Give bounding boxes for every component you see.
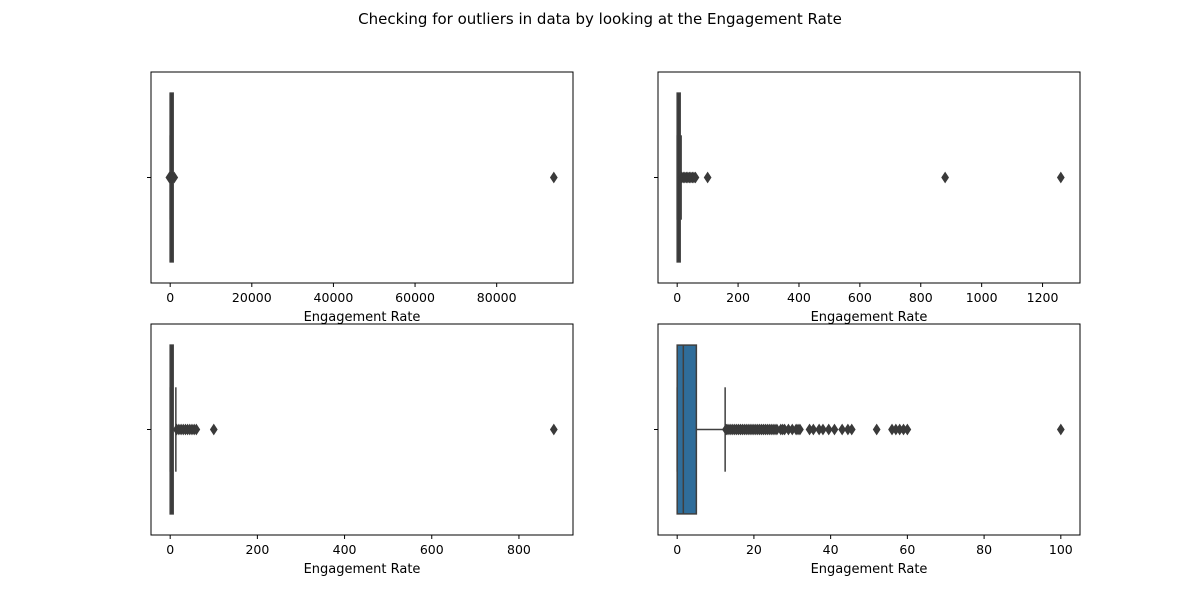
outlier-point (703, 171, 712, 184)
x-tick-label: 20 (746, 542, 762, 557)
boxplot-panel-top-left: 0 20000 40000 60000 80000 Engagement Rate (147, 71, 574, 325)
outlier-point (170, 171, 179, 184)
figure-title: Checking for outliers in data by looking… (358, 10, 842, 28)
x-tick-label: 60 (899, 542, 915, 557)
x-tick-label: 200 (245, 542, 269, 557)
x-tick-label: 600 (420, 542, 444, 557)
x-tick-label: 1000 (966, 290, 998, 305)
x-axis-label: Engagement Rate (811, 562, 928, 577)
outlier-point (796, 423, 804, 436)
outlier-point (847, 423, 856, 436)
outlier-point (809, 423, 818, 436)
boxplot-panel-bottom-right: 0 20 40 60 80 100 Engagement Rate (654, 323, 1081, 577)
outlier-point (691, 171, 700, 184)
x-tick-label: 0 (673, 290, 681, 305)
x-tick-label: 40000 (314, 290, 354, 305)
boxplot-panel-bottom-left: 0 200 400 600 800 Engagement Rate (147, 323, 574, 577)
outlier-point (838, 423, 847, 436)
outlier-point (549, 171, 558, 184)
x-tick-label: 800 (909, 290, 933, 305)
x-tick-label: 40 (823, 542, 839, 557)
outlier-point (1056, 423, 1065, 436)
x-tick-label: 200 (726, 290, 750, 305)
x-tick-label: 100 (1049, 542, 1073, 557)
x-tick-label: 400 (787, 290, 811, 305)
outlier-point (941, 171, 949, 184)
box (676, 344, 698, 515)
outlier-point (819, 423, 827, 436)
outlier-point (872, 423, 881, 436)
x-tick-label: 600 (848, 290, 872, 305)
outlier-point (830, 423, 839, 436)
outlier-point (192, 423, 201, 436)
x-tick-label: 0 (166, 290, 174, 305)
x-tick-label: 60000 (395, 290, 435, 305)
x-tick-label: 1200 (1027, 290, 1059, 305)
x-axis-label: Engagement Rate (811, 310, 928, 325)
outlier-point (903, 423, 912, 436)
boxplot-panel-top-right: 0 200 400 600 800 1000 1200 Engagement Rate (654, 71, 1081, 325)
outlier-point (824, 423, 833, 436)
x-tick-label: 80000 (477, 290, 517, 305)
outlier-point (549, 423, 558, 436)
x-axis-label: Engagement Rate (304, 562, 421, 577)
x-tick-label: 0 (673, 542, 681, 557)
outlier-point (209, 423, 218, 436)
outlier-point (1056, 171, 1065, 184)
x-tick-label: 400 (333, 542, 357, 557)
x-tick-label: 800 (507, 542, 531, 557)
x-tick-label: 0 (166, 542, 174, 557)
x-tick-label: 20000 (232, 290, 272, 305)
x-axis-label: Engagement Rate (304, 310, 421, 325)
x-tick-label: 80 (976, 542, 992, 557)
